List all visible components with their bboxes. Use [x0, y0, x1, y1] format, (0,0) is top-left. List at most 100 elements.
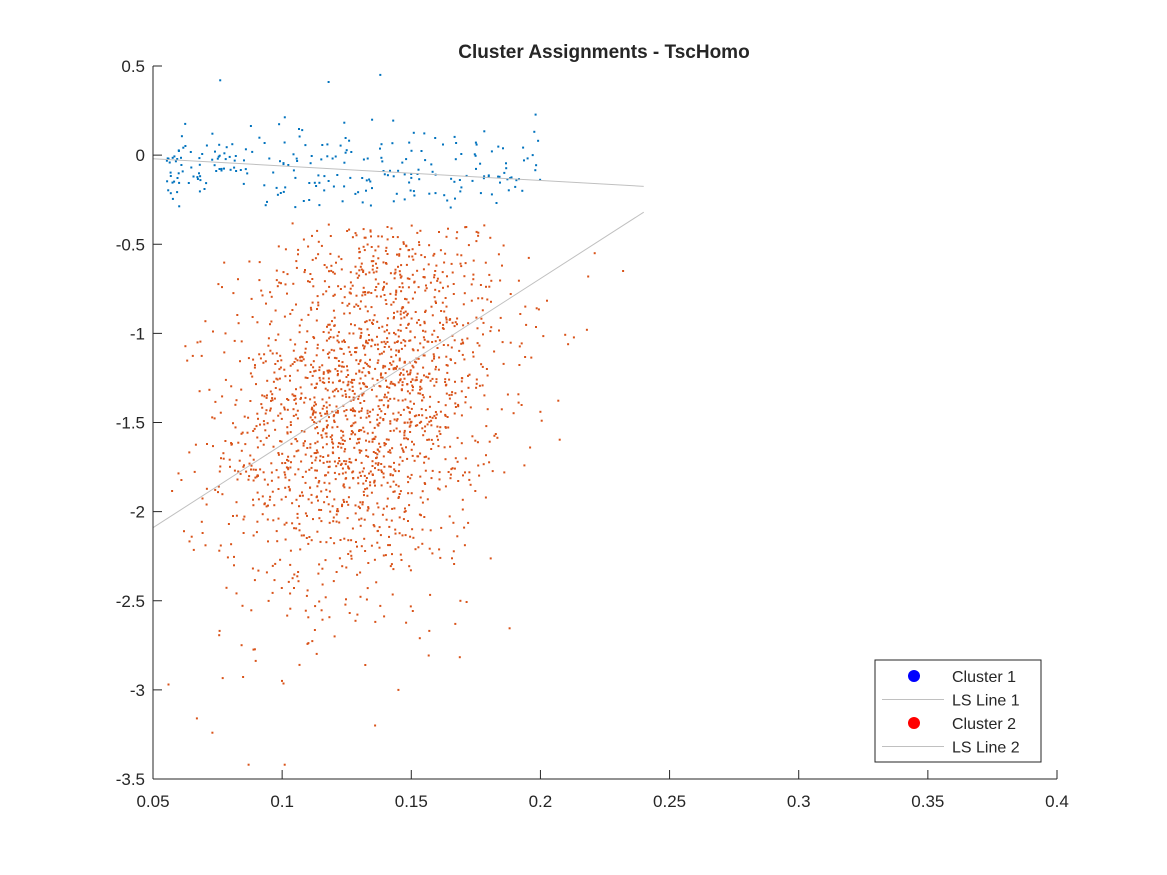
cluster-2-point — [338, 473, 341, 476]
cluster-2-point — [363, 345, 366, 348]
cluster-2-point — [424, 425, 427, 428]
cluster-2-point — [374, 278, 377, 281]
cluster-2-point — [448, 318, 451, 321]
cluster-1-point — [323, 175, 326, 178]
cluster-2-point — [371, 460, 374, 463]
cluster-1-point — [537, 139, 540, 142]
cluster-2-point — [364, 293, 367, 296]
cluster-1-point — [263, 184, 266, 187]
cluster-2-point — [395, 419, 398, 422]
cluster-2-point — [283, 523, 286, 526]
cluster-2-point — [468, 471, 471, 474]
cluster-2-point — [363, 400, 366, 402]
cluster-2-point — [500, 408, 503, 411]
cluster-2-point — [284, 248, 287, 251]
cluster-1-point — [278, 123, 281, 126]
cluster-2-point — [404, 297, 406, 300]
cluster-2-point — [364, 353, 367, 356]
cluster-2-point — [224, 378, 227, 381]
cluster-1-point — [211, 158, 214, 161]
cluster-2-point — [211, 731, 214, 734]
cluster-2-point — [404, 510, 407, 513]
cluster-1-point — [354, 192, 357, 195]
cluster-2-point — [411, 364, 414, 367]
cluster-1-point — [498, 175, 501, 178]
cluster-2-point — [502, 362, 505, 365]
cluster-2-point — [371, 388, 373, 391]
cluster-2-point — [332, 294, 335, 297]
cluster-2-point — [296, 409, 299, 412]
cluster-2-point — [452, 550, 455, 553]
cluster-2-point — [395, 354, 397, 357]
cluster-2-point — [622, 270, 625, 272]
cluster-1-point — [296, 160, 299, 162]
cluster-2-point — [221, 677, 224, 680]
cluster-1-point — [266, 200, 268, 203]
cluster-2-point — [421, 414, 424, 417]
cluster-2-point — [317, 572, 320, 575]
cluster-2-point — [392, 429, 395, 432]
cluster-2-point — [450, 468, 453, 471]
cluster-2-point — [390, 363, 393, 366]
cluster-2-point — [372, 260, 375, 263]
cluster-2-point — [518, 364, 521, 366]
cluster-2-point — [263, 395, 266, 398]
cluster-2-point — [332, 336, 335, 339]
cluster-2-point — [393, 331, 395, 334]
cluster-2-point — [483, 394, 486, 397]
cluster-2-point — [423, 374, 425, 377]
cluster-1-point — [176, 191, 179, 194]
cluster-2-point — [392, 412, 395, 415]
cluster-2-point — [463, 292, 466, 295]
cluster-2-point — [414, 311, 417, 313]
cluster-2-point — [422, 329, 424, 332]
cluster-1-point — [268, 157, 271, 160]
cluster-1-point — [219, 79, 222, 82]
cluster-2-point — [272, 519, 275, 522]
cluster-2-point — [346, 304, 349, 307]
cluster-2-point — [393, 277, 396, 280]
cluster-1-point — [215, 170, 218, 172]
cluster-2-point — [395, 289, 398, 292]
cluster-2-point — [322, 371, 325, 374]
cluster-2-point — [291, 393, 294, 396]
cluster-2-point — [456, 231, 459, 234]
cluster-2-point — [362, 271, 365, 273]
cluster-2-point — [180, 479, 183, 481]
cluster-2-point — [242, 532, 245, 534]
cluster-1-point — [173, 180, 176, 183]
cluster-2-point — [291, 577, 294, 580]
cluster-2-point — [400, 317, 403, 320]
cluster-2-point — [475, 230, 478, 233]
cluster-1-point — [171, 197, 174, 200]
cluster-2-point — [325, 406, 328, 409]
cluster-2-point — [399, 276, 402, 279]
cluster-2-point — [342, 381, 345, 384]
cluster-2-point — [277, 245, 280, 248]
cluster-2-point — [283, 408, 286, 411]
cluster-2-point — [388, 368, 391, 371]
cluster-2-point — [462, 303, 465, 306]
cluster-2-point — [352, 477, 355, 479]
cluster-2-point — [269, 349, 272, 352]
cluster-2-point — [398, 357, 401, 360]
cluster-2-point — [377, 235, 380, 238]
cluster-2-point — [259, 440, 262, 443]
cluster-2-point — [300, 430, 303, 433]
cluster-1-point — [474, 154, 477, 157]
cluster-2-point — [386, 238, 389, 241]
cluster-2-point — [417, 286, 420, 289]
cluster-2-point — [279, 354, 282, 357]
cluster-2-point — [389, 362, 392, 365]
cluster-2-point — [431, 552, 434, 555]
cluster-1-point — [383, 173, 386, 176]
cluster-2-point — [458, 349, 461, 352]
cluster-2-point — [355, 303, 358, 306]
cluster-1-point — [379, 147, 381, 150]
cluster-2-point — [274, 339, 277, 342]
cluster-2-point — [359, 571, 362, 574]
cluster-2-point — [321, 429, 324, 432]
cluster-2-point — [241, 604, 244, 607]
cluster-2-point — [322, 377, 325, 380]
cluster-2-point — [280, 498, 283, 501]
